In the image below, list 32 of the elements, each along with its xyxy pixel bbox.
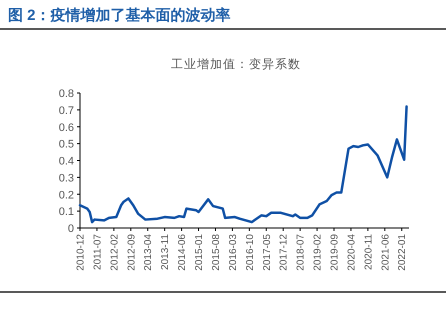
x-tick-label: 2018-07 [296, 234, 307, 271]
x-tick-label: 2012-02 [109, 234, 120, 271]
y-tick-label: 0.5 [58, 138, 74, 151]
x-tick-label: 2019-02 [312, 234, 324, 271]
x-tick-label: 2020-11 [363, 234, 374, 270]
chart-subtitle: 工业增加值：变异系数 [171, 57, 301, 71]
y-tick-label: 0.1 [58, 206, 74, 218]
y-tick-label: 0.2 [58, 189, 74, 202]
x-tick-label: 2016-03 [228, 234, 239, 271]
line-series [78, 105, 408, 224]
y-tick-label: 0.4 [58, 156, 74, 168]
x-tick-label: 2017-05 [262, 234, 273, 271]
y-tick-label: 0 [68, 223, 74, 235]
x-tick-label: 2021-06 [380, 234, 392, 271]
x-tick-label: 2015-01 [194, 234, 206, 271]
x-tick-label: 2014-06 [177, 234, 188, 271]
x-tick-label: 2012-09 [126, 234, 138, 271]
x-tick-label: 2017-12 [278, 234, 290, 271]
y-tick-label: 0.3 [58, 172, 74, 184]
x-tick-label: 2013-04 [143, 234, 154, 271]
y-tick-label: 0.8 [58, 88, 74, 100]
x-tick-label: 2011-07 [92, 234, 104, 270]
x-tick-label: 2013-11 [160, 234, 172, 270]
y-tick-label: 0.6 [58, 122, 74, 134]
x-tick-label: 2020-04 [346, 234, 358, 271]
x-tick-label: 2016-10 [244, 234, 256, 271]
chart-title: 图 2：疫情增加了基本面的波动率 [8, 6, 231, 24]
x-tick-label: 2022-01 [397, 234, 408, 271]
x-tick-label: 2015-08 [210, 234, 222, 271]
x-tick-label: 2019-09 [330, 234, 341, 271]
y-tick-label: 0.7 [58, 104, 74, 117]
x-tick-label: 2010-12 [76, 234, 86, 271]
